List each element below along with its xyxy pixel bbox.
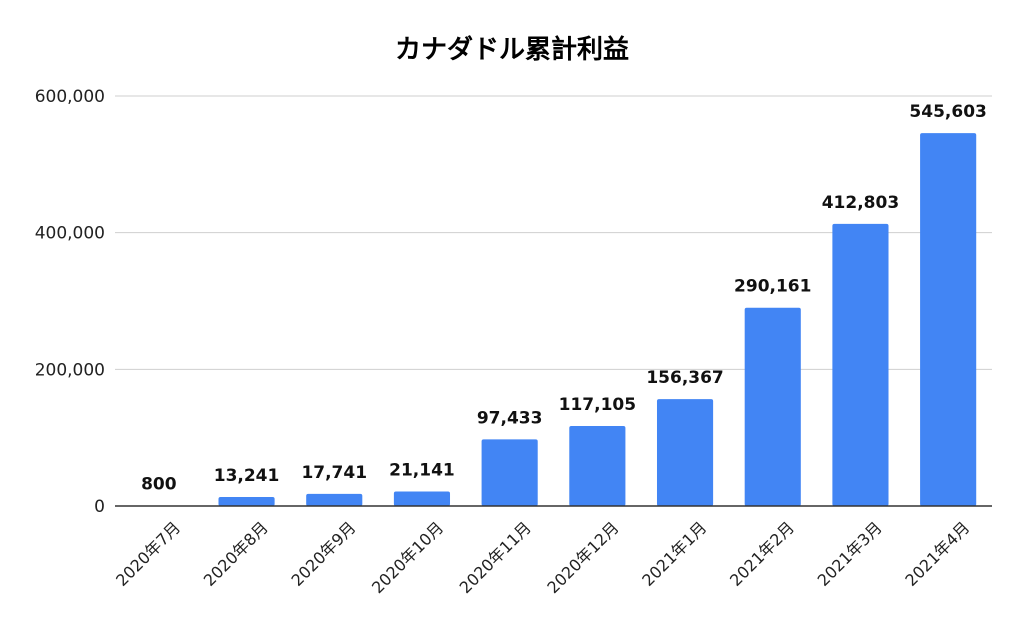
x-axis-ticks: 2020年7月 2020年8月 2020年9月 2020年10月 2020年11月 202…	[112, 518, 973, 597]
bar	[393, 491, 451, 506]
bar	[744, 307, 801, 506]
x-tick-label: 2020年7月	[112, 518, 184, 590]
data-label: 290,161	[734, 277, 811, 297]
x-tick-label: 2021年1月	[638, 518, 710, 590]
y-axis-ticks: 0 200,000 400,000 600,000	[35, 87, 105, 517]
x-tick-label: 2020年9月	[288, 518, 360, 590]
data-label: 13,241	[214, 466, 280, 486]
x-tick-label: 2020年8月	[200, 518, 272, 590]
bar	[218, 496, 275, 506]
data-label: 17,741	[301, 463, 367, 483]
x-tick-label: 2020年10月	[368, 518, 447, 597]
data-label: 97,433	[477, 408, 543, 428]
bar	[832, 223, 889, 506]
y-tick-label: 200,000	[35, 360, 105, 380]
y-tick-label: 400,000	[35, 224, 105, 244]
x-tick-label: 2021年2月	[726, 518, 798, 590]
x-tick-label: 2020年12月	[543, 518, 622, 597]
data-label: 545,603	[909, 102, 986, 122]
data-label: 800	[141, 474, 177, 494]
x-tick-label: 2021年4月	[901, 518, 973, 590]
bar	[306, 493, 363, 506]
x-tick-label: 2021年3月	[814, 518, 886, 590]
x-tick-label: 2020年11月	[456, 518, 535, 597]
bars	[130, 133, 977, 507]
data-labels: 800 13,241 17,741 21,141 97,433 117,105 156,36…	[141, 102, 987, 494]
y-tick-label: 600,000	[35, 87, 105, 107]
bar	[481, 439, 538, 506]
data-label: 21,141	[389, 461, 455, 481]
bar	[656, 399, 714, 506]
data-label: 412,803	[822, 193, 899, 213]
data-label: 117,105	[559, 395, 636, 415]
data-label: 156,367	[646, 368, 723, 388]
bar	[569, 425, 626, 506]
chart-title: カナダドル累計利益	[395, 34, 629, 65]
y-tick-label: 0	[94, 497, 105, 517]
bar	[920, 133, 977, 507]
